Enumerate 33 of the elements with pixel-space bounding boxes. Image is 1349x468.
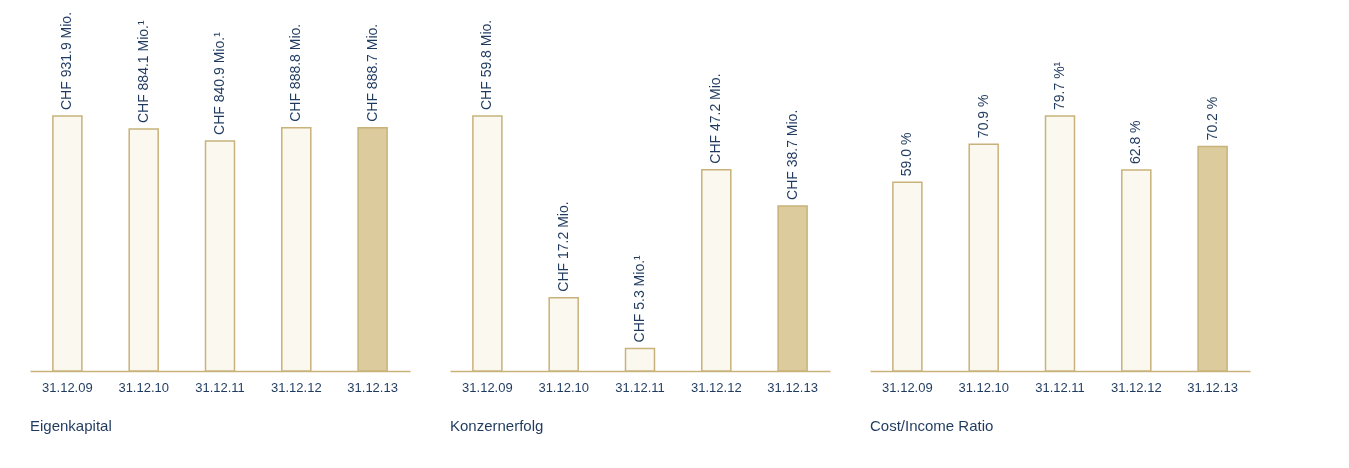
data-label: CHF 888.8 Mio. <box>287 23 304 122</box>
x-tick-label: 31.12.10 <box>538 379 589 395</box>
data-label: CHF 884.1 Mio.¹ <box>134 20 151 124</box>
x-tick-label: 31.12.11 <box>1035 379 1085 395</box>
x-tick-label: 31.12.12 <box>691 379 742 395</box>
data-label: CHF 931.9 Mio. <box>58 11 75 110</box>
x-tick-label: 31.12.11 <box>615 379 665 395</box>
data-label: 59.0 % <box>898 132 915 177</box>
data-label: CHF 840.9 Mio.¹ <box>211 31 227 135</box>
data-label: 62.8 % <box>1127 120 1144 165</box>
data-label: CHF 17.2 Mio. <box>554 201 571 292</box>
x-tick-label: 31.12.09 <box>42 379 93 395</box>
x-tick-label: 31.12.11 <box>195 379 245 395</box>
text: Eigenkapital <box>30 417 112 434</box>
x-tick-label: 31.12.09 <box>462 379 513 395</box>
x-tick-label: 31.12.13 <box>347 379 398 395</box>
text: Konzernerfolg <box>450 417 544 434</box>
data-label: CHF 59.8 Mio. <box>478 19 495 110</box>
data-label: CHF 47.2 Mio. <box>707 73 724 164</box>
data-label: 70.9 % <box>974 94 991 139</box>
x-tick-label: 31.12.12 <box>271 379 322 395</box>
data-label: 70.2 % <box>1203 96 1220 141</box>
x-tick-label: 31.12.12 <box>1111 379 1162 395</box>
data-label: CHF 38.7 Mio. <box>783 109 800 200</box>
x-tick-label: 31.12.13 <box>1187 379 1238 395</box>
data-label: CHF 5.3 Mio.¹ <box>631 254 647 343</box>
x-tick-label: 31.12.10 <box>958 379 1009 395</box>
x-tick-label: 31.12.10 <box>118 379 169 395</box>
text: Cost/Income Ratio <box>870 417 994 434</box>
data-label: 79.7 %¹ <box>1051 61 1067 110</box>
data-label: CHF 888.7 Mio. <box>363 23 380 122</box>
x-tick-label: 31.12.09 <box>882 379 933 395</box>
x-tick-label: 31.12.13 <box>767 379 818 395</box>
